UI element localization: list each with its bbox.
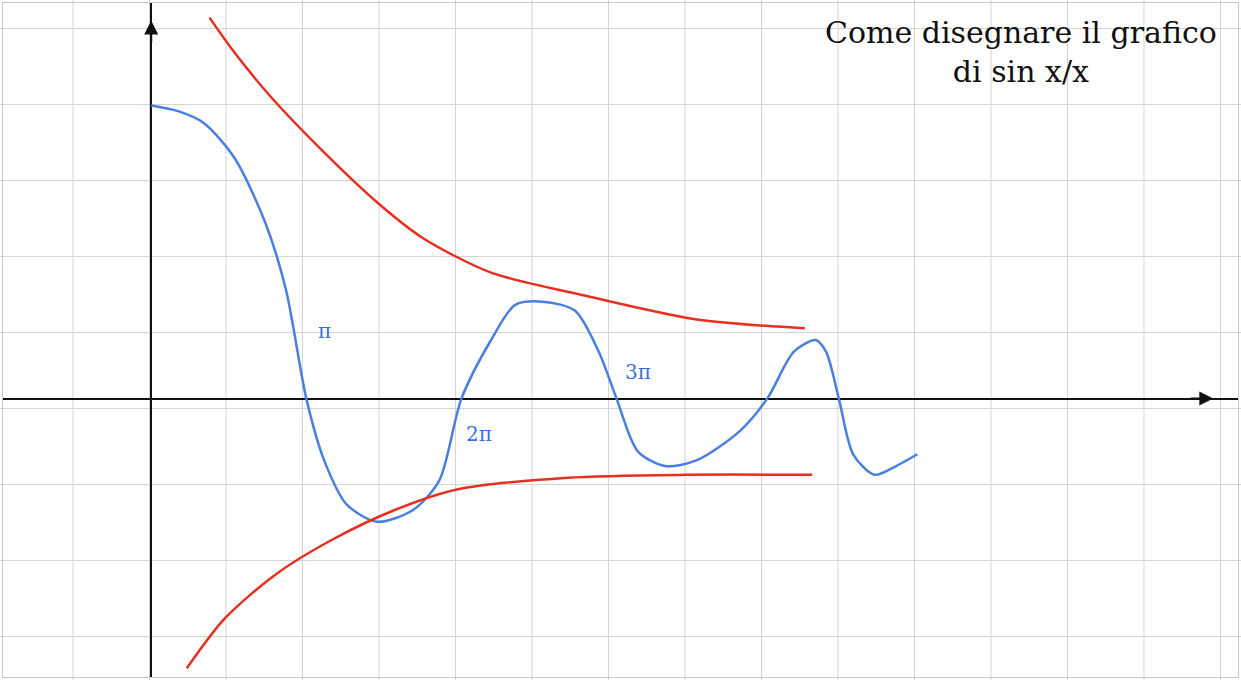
svg-text:3π: 3π bbox=[625, 360, 651, 384]
svg-text:π: π bbox=[318, 319, 331, 343]
svg-text:2π: 2π bbox=[466, 422, 492, 446]
svg-text:Come disegnare il graficodi si: Come disegnare il graficodi sin x/x bbox=[825, 15, 1217, 89]
